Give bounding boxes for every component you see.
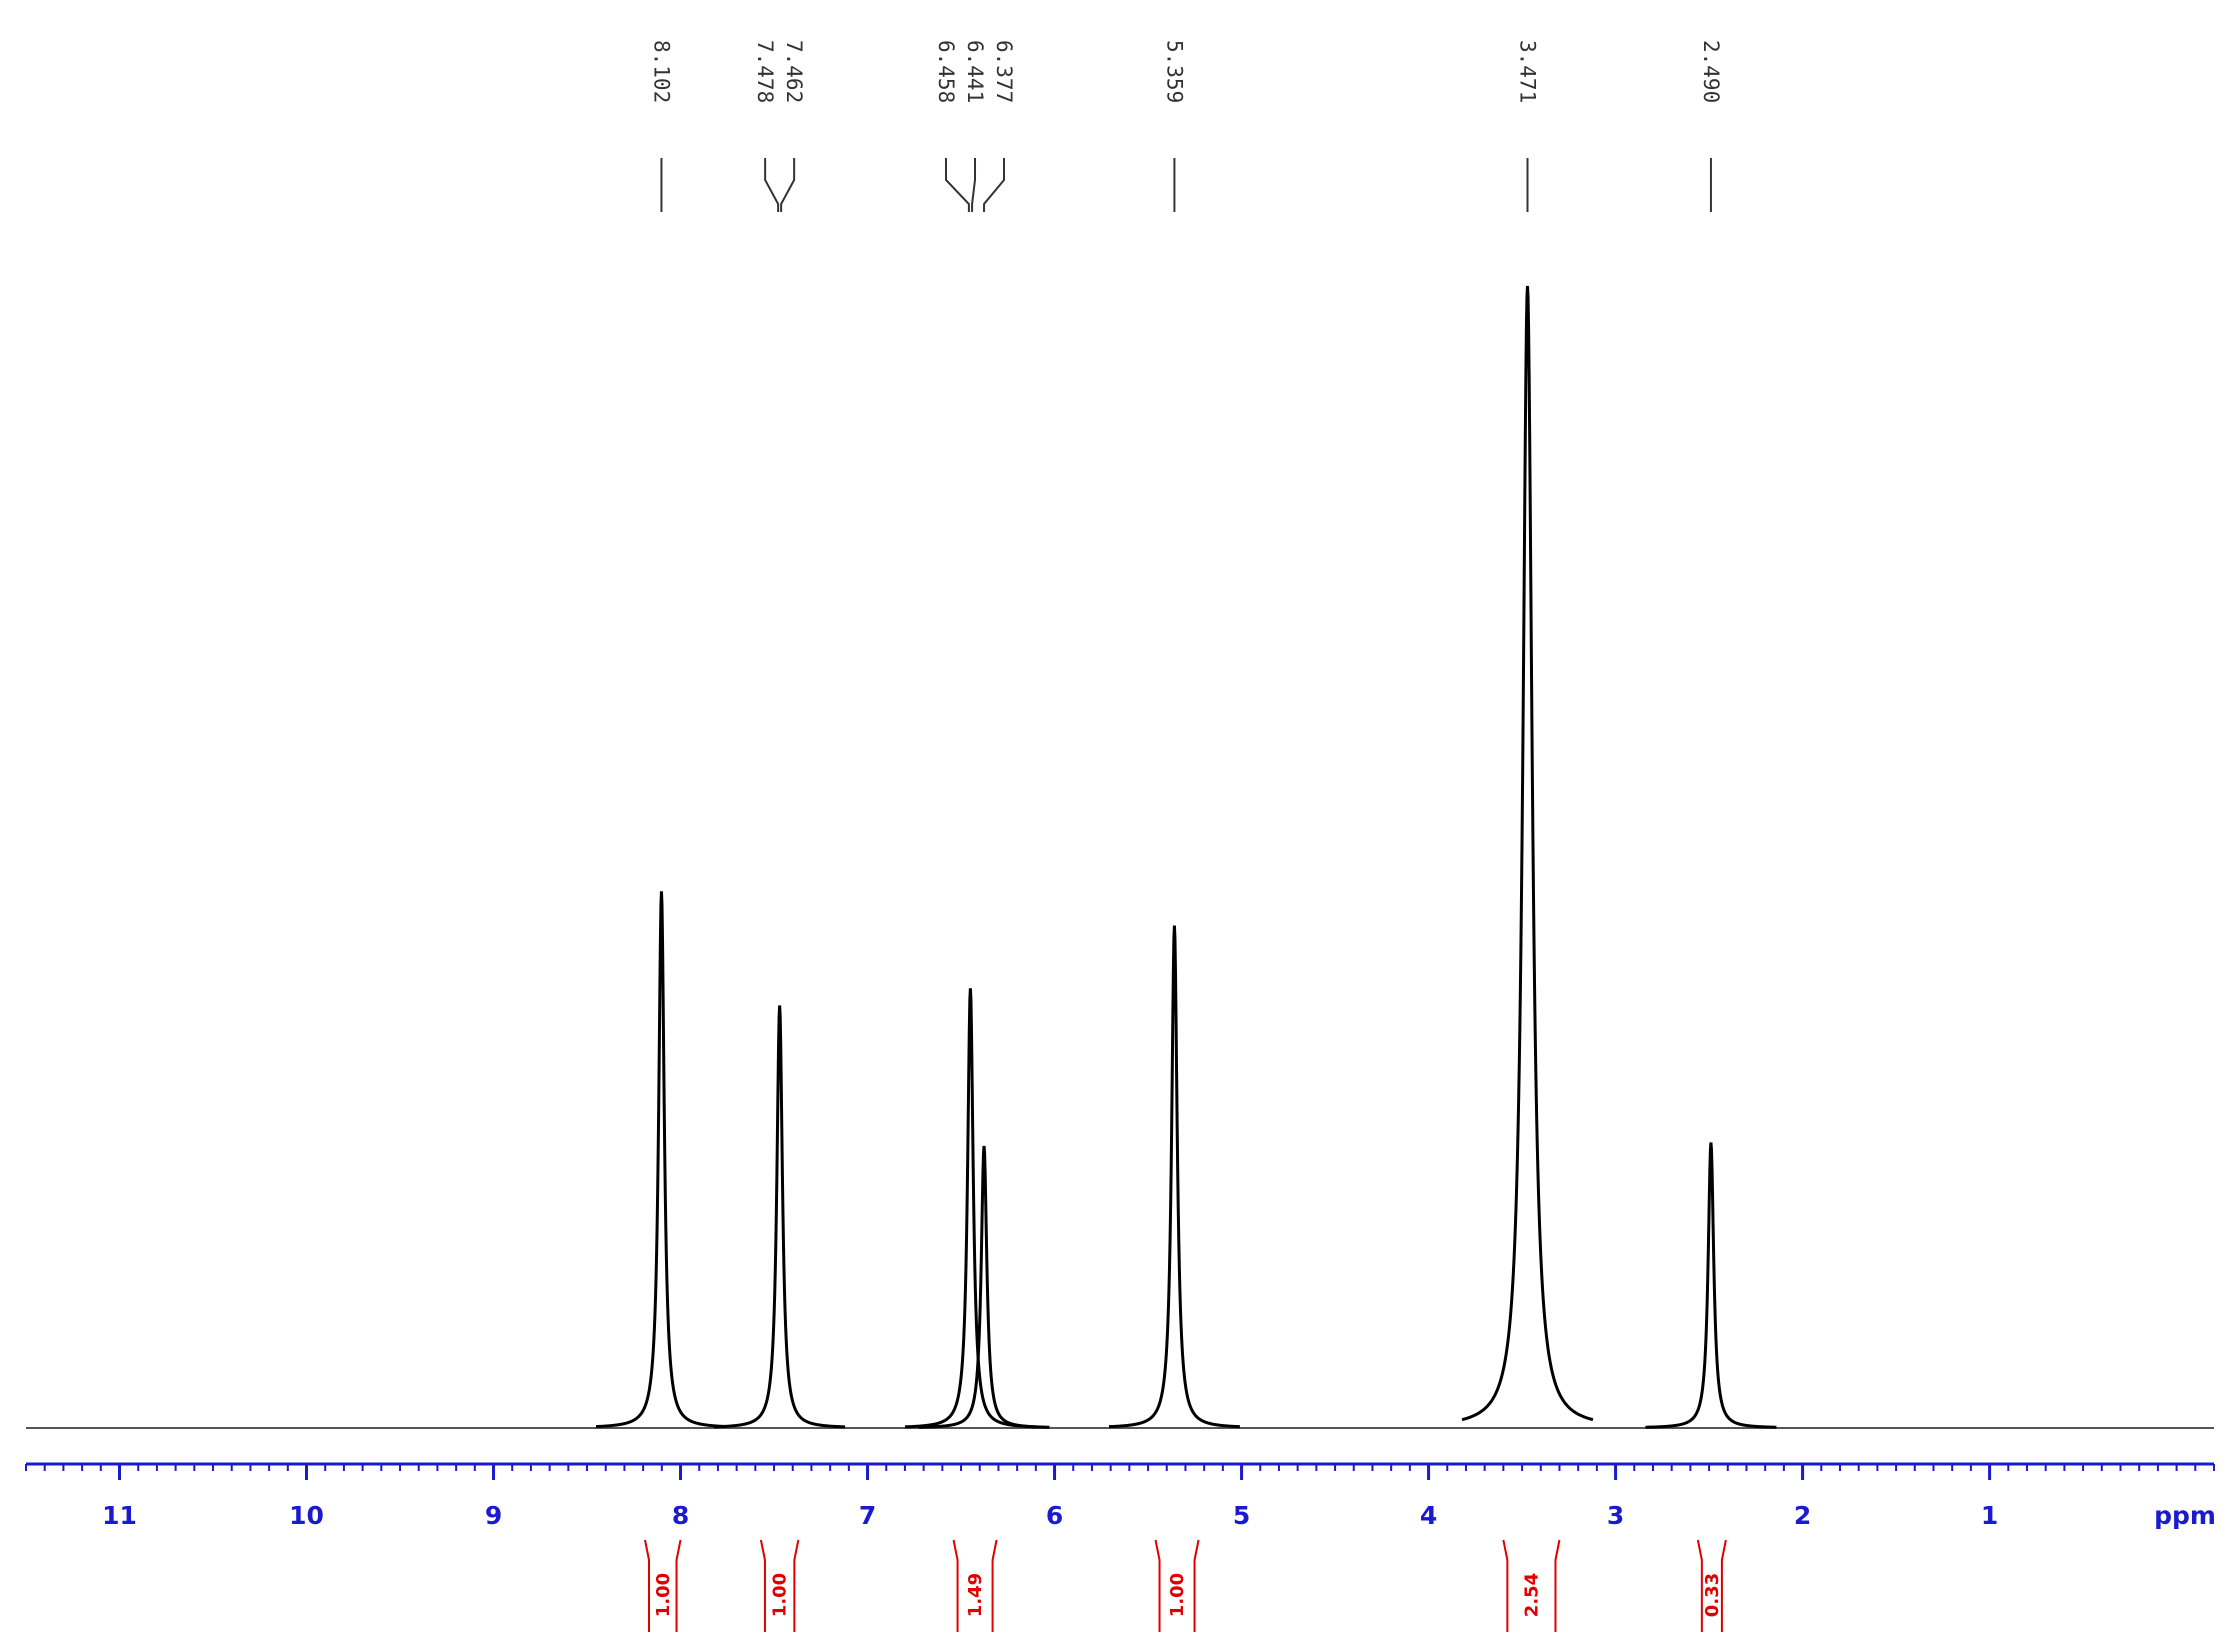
x-tick-label: 6 bbox=[1046, 1501, 1063, 1530]
x-tick-label: 2 bbox=[1794, 1501, 1811, 1530]
x-tick-label: 3 bbox=[1607, 1501, 1624, 1530]
peak-label: 5.359 bbox=[1162, 40, 1186, 103]
x-tick-label: 7 bbox=[859, 1501, 876, 1530]
peak-label: 2.490 bbox=[1699, 40, 1723, 103]
peak-label: 6.377 bbox=[992, 40, 1016, 103]
integral-bracket bbox=[644, 1539, 682, 1632]
peak-label: 6.458 bbox=[934, 40, 958, 103]
peak-label: 3.471 bbox=[1515, 40, 1539, 103]
spectrum-peak bbox=[904, 988, 1036, 1429]
peak-marker bbox=[780, 158, 796, 212]
x-axis-label: ppm bbox=[2154, 1501, 2216, 1530]
x-tick-label: 5 bbox=[1233, 1501, 1250, 1530]
x-tick-label: 8 bbox=[672, 1501, 689, 1530]
integral-bracket bbox=[952, 1539, 998, 1632]
integral-bracket bbox=[759, 1539, 800, 1632]
integral-label: 1.00 bbox=[770, 1573, 791, 1617]
integral-label: 0.33 bbox=[1702, 1573, 1723, 1617]
spectrum-peak bbox=[714, 1005, 846, 1429]
x-tick-label: 4 bbox=[1420, 1501, 1437, 1530]
peak-label: 6.441 bbox=[963, 40, 987, 103]
spectrum-peak bbox=[1645, 1142, 1777, 1429]
peak-label: 7.478 bbox=[753, 40, 777, 103]
peak-marker bbox=[983, 158, 1006, 212]
integral-bracket bbox=[1502, 1539, 1561, 1632]
integral-bracket bbox=[1696, 1539, 1727, 1632]
spectrum-peak bbox=[918, 1145, 1050, 1429]
peak-marker bbox=[945, 158, 970, 212]
integral-label: 1.00 bbox=[653, 1573, 674, 1617]
spectrum-peak bbox=[1108, 925, 1240, 1429]
integral-bracket bbox=[1154, 1539, 1200, 1632]
integral-label: 1.00 bbox=[1167, 1573, 1188, 1617]
x-tick-label: 9 bbox=[485, 1501, 502, 1530]
spectrum-peak bbox=[595, 891, 727, 1429]
peak-label: 8.102 bbox=[649, 40, 673, 103]
integral-label: 1.49 bbox=[965, 1573, 986, 1617]
x-tick-label: 1 bbox=[1981, 1501, 1998, 1530]
peak-marker bbox=[971, 158, 977, 212]
spectrum-peak bbox=[1461, 285, 1594, 1422]
integral-label: 2.54 bbox=[1521, 1573, 1542, 1617]
peak-marker bbox=[764, 158, 780, 212]
peak-label: 7.462 bbox=[782, 40, 806, 103]
x-tick-label: 11 bbox=[102, 1501, 137, 1530]
x-tick-label: 10 bbox=[289, 1501, 324, 1530]
